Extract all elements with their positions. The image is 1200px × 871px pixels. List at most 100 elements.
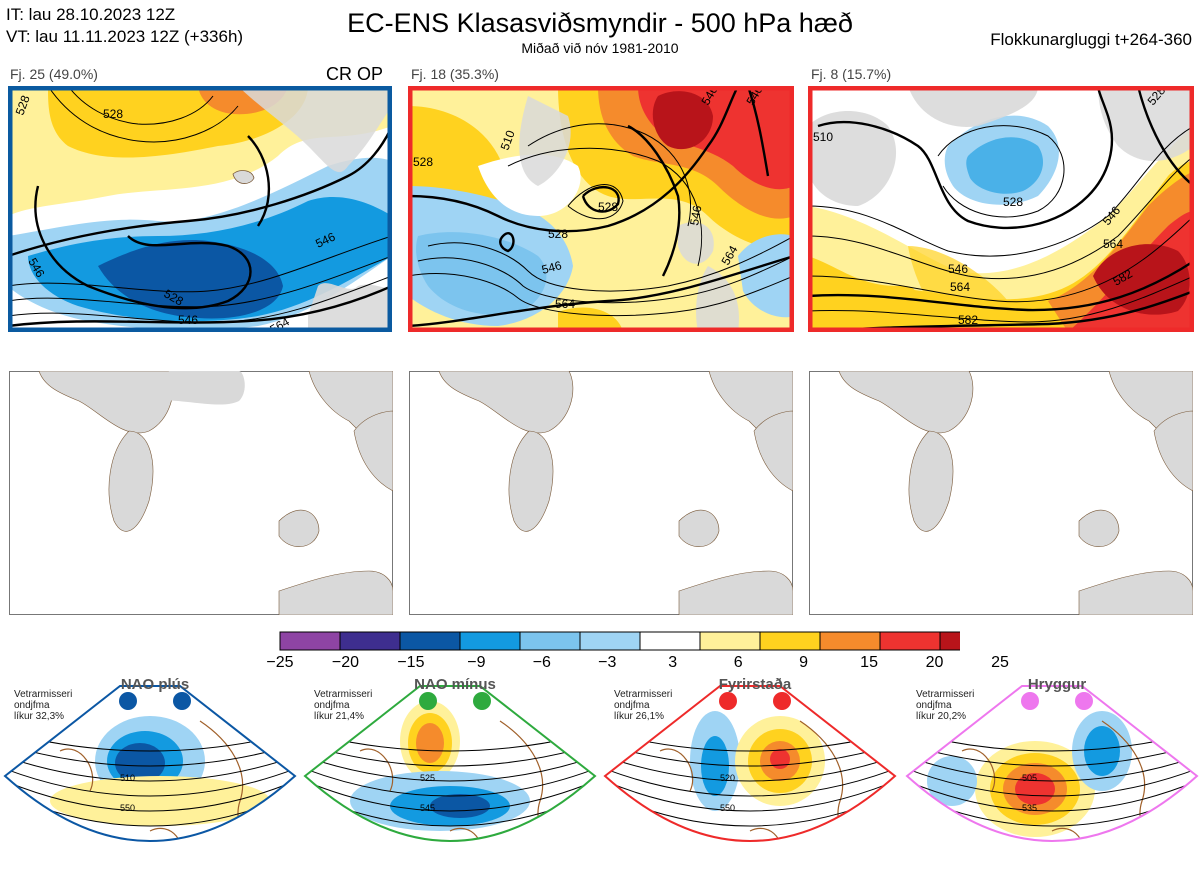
colorbar-tick-label: −15 bbox=[397, 654, 425, 671]
regime-info: Vetrarmisseri ondjfma líkur 20,2% bbox=[916, 689, 974, 722]
regime-frame bbox=[3, 685, 297, 842]
regime-info-line: Vetrarmisseri bbox=[314, 689, 373, 700]
panel-1-tag: CR OP bbox=[326, 64, 384, 84]
panel-1-label: Fj. 25 (49.0%) bbox=[10, 66, 98, 82]
height-contour bbox=[605, 754, 895, 782]
anomaly-shading bbox=[770, 749, 790, 769]
coastline bbox=[59, 720, 253, 841]
valid-time: VT: lau 11.11.2023 12Z (+336h) bbox=[6, 27, 244, 46]
anomaly-shading bbox=[701, 736, 729, 796]
regime-info-line: ondjfma bbox=[916, 700, 952, 711]
regime-info-line: líkur 26,1% bbox=[614, 711, 665, 722]
regime-info-line: líkur 21,4% bbox=[314, 711, 365, 722]
base-map-2 bbox=[409, 371, 793, 615]
initial-time: IT: lau 28.10.2023 12Z bbox=[6, 5, 176, 24]
height-contour bbox=[305, 754, 595, 782]
page-title: EC-ENS Klasasviðsmyndir - 500 hPa hæð bbox=[347, 8, 853, 38]
regime-info-line: líkur 32,3% bbox=[14, 711, 65, 722]
height-contour bbox=[305, 742, 595, 767]
regime-map: 520 550 560 bbox=[603, 685, 897, 858]
height-contour bbox=[907, 778, 1197, 812]
regime-marker-dot bbox=[473, 692, 491, 710]
height-contour bbox=[907, 742, 1197, 767]
regime-info-line: Vetrarmisseri bbox=[14, 689, 73, 700]
contour-label: 546 bbox=[178, 313, 198, 327]
cluster-map-1: 528 528 546 546 528 546 564 bbox=[8, 86, 392, 332]
contour-label: 528 bbox=[548, 227, 568, 241]
height-contour bbox=[605, 778, 895, 812]
anomaly-shading bbox=[430, 794, 490, 818]
regime-marker-dot bbox=[1021, 692, 1039, 710]
regime-name: NAO plús bbox=[120, 676, 190, 693]
anomaly-shading bbox=[1084, 726, 1120, 776]
contour-label: 550 bbox=[720, 803, 735, 813]
contour-label: 582 bbox=[958, 313, 978, 327]
height-contour bbox=[305, 766, 595, 797]
colorbar-swatch bbox=[639, 631, 701, 651]
contour-label: 535 bbox=[1022, 803, 1037, 813]
height-contour bbox=[907, 766, 1197, 797]
contour-label: 546 bbox=[540, 258, 563, 277]
contour-label: 528 bbox=[1003, 195, 1023, 209]
contour-label: 510 bbox=[813, 130, 833, 144]
contour-label: 510 bbox=[498, 128, 518, 152]
contour-label: 546 bbox=[687, 204, 704, 226]
regime-name: NAO mínus bbox=[414, 676, 496, 693]
height-contour bbox=[5, 742, 295, 767]
contour-label: 564 bbox=[950, 280, 970, 294]
regime-frame bbox=[603, 685, 897, 842]
contour-label: 565 bbox=[450, 848, 465, 858]
colorbar-swatch bbox=[459, 631, 521, 651]
contour-label: 560 bbox=[1052, 848, 1067, 858]
colorbar bbox=[279, 631, 960, 651]
regime-frame bbox=[905, 685, 1199, 842]
coastline bbox=[961, 720, 1155, 841]
colorbar-swatch bbox=[519, 631, 581, 651]
colorbar-swatch bbox=[939, 631, 960, 651]
colorbar-tick-label: 20 bbox=[925, 654, 944, 671]
anomaly-shading bbox=[115, 743, 165, 783]
contour-label: 560 bbox=[750, 848, 765, 858]
contour-label: 510 bbox=[120, 773, 135, 783]
colorbar-swatch bbox=[699, 631, 761, 651]
regime-map: 510 550 565 bbox=[3, 685, 297, 842]
colorbar-tick-label: −20 bbox=[331, 654, 360, 671]
regime-map: 525 545 565 bbox=[303, 685, 597, 858]
colorbar-tick-label: 9 bbox=[799, 654, 809, 671]
regime-name: Fyrirstaða bbox=[718, 676, 792, 693]
colorbar-tick-label: 15 bbox=[860, 654, 878, 671]
regime-info: Vetrarmisseri ondjfma líkur 26,1% bbox=[614, 689, 672, 722]
cluster-map-2: 528 510 528 546 564 546 564 546 546 528 bbox=[408, 86, 794, 332]
regime-info-line: Vetrarmisseri bbox=[614, 689, 673, 700]
regime-marker-dot bbox=[1075, 692, 1093, 710]
regime-info: Vetrarmisseri ondjfma líkur 32,3% bbox=[14, 689, 72, 722]
colorbar-swatch bbox=[759, 631, 821, 651]
colorbar-swatch bbox=[879, 631, 941, 651]
height-contour bbox=[5, 766, 295, 797]
height-contour bbox=[5, 778, 295, 812]
colorbar-swatch bbox=[819, 631, 881, 651]
colorbar-tick-label: 6 bbox=[733, 654, 743, 671]
colorbar-tick-label: −6 bbox=[532, 654, 551, 671]
regime-marker-dot bbox=[119, 692, 137, 710]
anomaly-shading bbox=[1017, 850, 1047, 862]
panel-3-frame bbox=[808, 86, 1194, 332]
contour-label: 564 bbox=[1103, 237, 1123, 251]
colorbar-tick-label: 3 bbox=[668, 654, 678, 671]
regime-info-line: Vetrarmisseri bbox=[916, 689, 975, 700]
cluster-map-3: 510 528 546 564 582 582 564 546 528 bbox=[808, 86, 1194, 332]
height-contour bbox=[605, 766, 895, 797]
regime-marker-dot bbox=[773, 692, 791, 710]
contour-label: 505 bbox=[1022, 773, 1037, 783]
panel-2-frame bbox=[408, 86, 794, 332]
regime-frame bbox=[303, 685, 597, 842]
colorbar-swatch bbox=[279, 631, 341, 651]
colorbar-swatch bbox=[579, 631, 641, 651]
regime-map: 505 535 560 bbox=[905, 685, 1199, 862]
contour-label: 525 bbox=[420, 773, 435, 783]
contour-label: 528 bbox=[103, 107, 123, 121]
panel-1-frame bbox=[8, 86, 392, 332]
colorbar-labels: −25 −20 −15 −9 −6 −3 3 6 9 15 20 25 bbox=[266, 654, 1008, 676]
regime-info-line: ondjfma bbox=[314, 700, 350, 711]
height-contour bbox=[305, 778, 595, 812]
